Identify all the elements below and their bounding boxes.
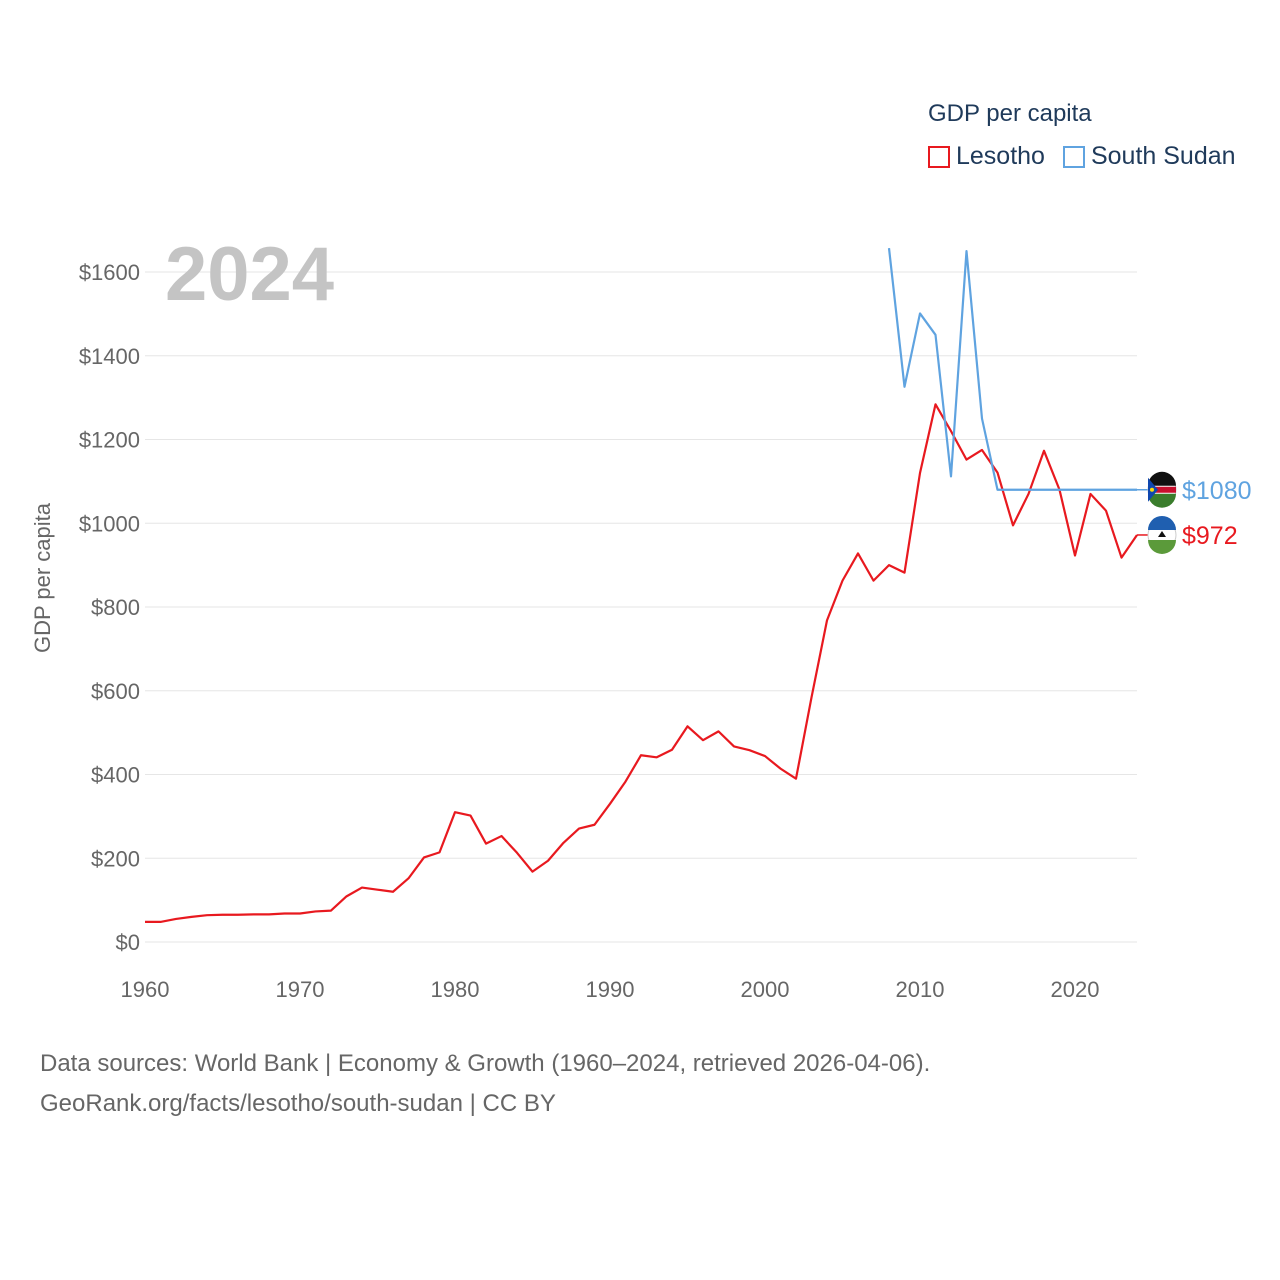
legend-swatch-lesotho bbox=[928, 145, 950, 168]
x-tick-label: 2010 bbox=[896, 977, 945, 1002]
y-tick-label: $1400 bbox=[79, 344, 140, 369]
y-tick-label: $1000 bbox=[79, 511, 140, 536]
x-tick-label: 2000 bbox=[741, 977, 790, 1002]
series-line-lesotho bbox=[145, 403, 1138, 924]
y-axis-ticks: $0 $200 $400 $600 $800 $1000 $1200 $1400 $1600 bbox=[79, 260, 140, 955]
flag-blue-band bbox=[1148, 515, 1176, 530]
y-tick-label: $400 bbox=[91, 763, 140, 788]
series-line-south-sudan bbox=[887, 248, 1137, 491]
legend-item-lesotho[interactable]: Lesotho bbox=[928, 142, 1045, 171]
x-tick-label: 1990 bbox=[586, 977, 635, 1002]
end-markers: $972 $1080 bbox=[1137, 471, 1252, 554]
flag-red-band bbox=[1148, 486, 1176, 493]
x-tick-label: 2020 bbox=[1051, 977, 1100, 1002]
flag-hat bbox=[1158, 530, 1166, 537]
legend-label-south-sudan: South Sudan bbox=[1090, 142, 1236, 170]
flag-green-band bbox=[1148, 539, 1176, 554]
x-tick-label: 1980 bbox=[431, 977, 480, 1002]
y-tick-label: $1200 bbox=[79, 428, 140, 453]
y-tick-label: $600 bbox=[91, 679, 140, 704]
end-label-south-sudan: $1080 bbox=[1182, 477, 1252, 505]
source-line-1: Data sources: World Bank | Economy & Gro… bbox=[40, 1050, 931, 1077]
series-lines bbox=[145, 248, 1138, 924]
legend-swatch-south-sudan bbox=[1062, 145, 1085, 168]
x-axis-ticks: 1960 1970 1980 1990 2000 2010 2020 bbox=[121, 977, 1100, 1002]
legend: Lesotho South Sudan bbox=[928, 142, 1254, 171]
x-tick-label: 1970 bbox=[276, 977, 325, 1002]
flag-black-band bbox=[1148, 471, 1176, 486]
legend-item-south-sudan[interactable]: South Sudan bbox=[1062, 142, 1236, 171]
flag-star bbox=[1150, 487, 1154, 492]
y-axis-label: GDP per capita bbox=[30, 502, 55, 653]
flag-icon-south-sudan bbox=[1147, 471, 1177, 508]
y-tick-label: $200 bbox=[91, 846, 140, 871]
end-label-lesotho: $972 bbox=[1182, 522, 1238, 550]
x-tick-label: 1960 bbox=[121, 977, 170, 1002]
flag-icon-lesotho bbox=[1147, 515, 1177, 554]
y-tick-label: $800 bbox=[91, 595, 140, 620]
legend-label-lesotho: Lesotho bbox=[956, 142, 1045, 170]
grid-lines bbox=[145, 271, 1137, 943]
source-note: Data sources: World Bank | Economy & Gro… bbox=[40, 1044, 930, 1124]
flag-green-band bbox=[1148, 493, 1176, 508]
y-tick-label: $1600 bbox=[79, 260, 140, 285]
y-tick-label: $0 bbox=[116, 930, 140, 955]
legend-title: GDP per capita bbox=[928, 100, 1092, 127]
source-line-2[interactable]: GeoRank.org/facts/lesotho/south-sudan | … bbox=[40, 1090, 556, 1117]
year-label: 2024 bbox=[165, 232, 334, 317]
